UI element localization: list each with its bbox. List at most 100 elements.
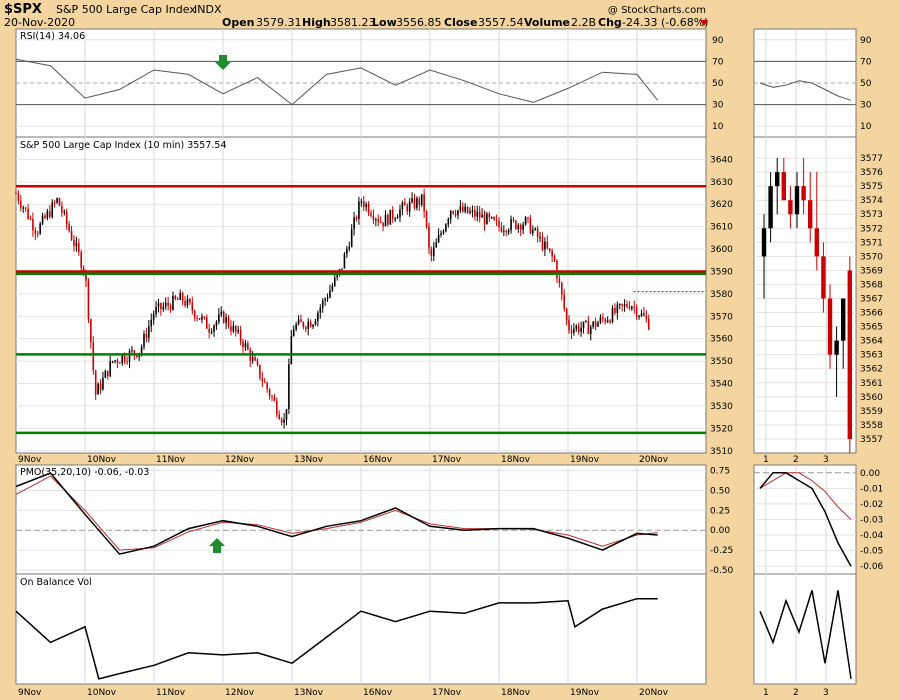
price-candle-body [268, 389, 271, 397]
price-candle-body [242, 341, 244, 348]
price-tick-label: 3520 [710, 424, 733, 434]
chg-value: -24.33 (-0.68%) [622, 16, 708, 29]
price-candle-body [539, 237, 541, 239]
price-candle-body [77, 242, 80, 253]
date-label-bottom: 13Nov [294, 688, 324, 698]
inset-candle-body [761, 228, 767, 257]
rsi-tick-label: 30 [712, 101, 724, 111]
date-label: 20-Nov-2020 [4, 16, 75, 29]
price-candle-body [411, 198, 413, 203]
price-candle-body [266, 382, 268, 390]
price-candle-body [582, 321, 585, 328]
rsi-inset-tick-label: 50 [860, 79, 872, 89]
pmo-tick-label: 0.50 [710, 486, 730, 496]
price-candle-body [106, 370, 109, 377]
price-candle-body [220, 311, 223, 315]
pmo-tick-label: 0.25 [710, 506, 730, 516]
price-candle-body [164, 302, 167, 307]
inset-date-label-bottom: 1 [763, 688, 769, 698]
price-candle-body [297, 319, 300, 325]
pmo-inset-tick-label: -0.04 [860, 531, 884, 541]
price-candle-body [22, 207, 25, 209]
price-tick-label: 3610 [710, 223, 733, 233]
price-candle-body [638, 315, 640, 317]
price-candle-body [232, 325, 235, 332]
price-candle-body [534, 228, 537, 230]
price-candle-body [430, 248, 433, 256]
price-tick-label: 3550 [710, 357, 733, 367]
rsi-tick-label: 90 [712, 36, 724, 46]
price-candle-body [532, 229, 534, 234]
date-label: 20Nov [639, 455, 669, 465]
price-candle-body [396, 217, 399, 219]
pmo-chart [15, 472, 658, 555]
price-candle-body [449, 210, 452, 220]
price-candle-body [645, 315, 648, 319]
price-candle-body [317, 312, 319, 322]
open-value: 3579.31 [256, 16, 302, 29]
price-candle-body [408, 202, 411, 212]
price-candle-body [560, 282, 563, 295]
price-candle-body [99, 384, 102, 390]
price-candle-body [104, 370, 107, 378]
price-candle-body [435, 242, 438, 248]
price-candle-body [416, 198, 418, 208]
price-inset-tick-label: 3564 [860, 337, 883, 347]
price-inset-tick-label: 3577 [860, 154, 883, 164]
rsi-title: RSI(14) 34.06 [20, 31, 85, 42]
price-candle-body [633, 306, 636, 308]
price-candle-body [17, 193, 20, 201]
price-candle-body [362, 201, 365, 208]
price-candle-body [309, 321, 312, 327]
price-candle-body [350, 229, 353, 247]
price-candle-body [90, 319, 92, 343]
price-candle-body [440, 233, 442, 235]
price-candle-body [360, 201, 363, 203]
price-candle-body [145, 333, 148, 338]
price-candle-body [372, 216, 375, 220]
date-label-bottom: 9Nov [18, 688, 42, 698]
price-candle-body [15, 193, 17, 195]
price-candle-body [39, 223, 41, 234]
price-candle-body [239, 329, 242, 342]
price-candle-body [49, 211, 51, 217]
date-label: 9Nov [18, 455, 42, 465]
price-candle-body [358, 201, 360, 219]
price-candle-body [305, 327, 307, 329]
price-candle-body [247, 343, 249, 350]
price-candle-body [454, 213, 457, 216]
price-candle-body [324, 299, 326, 301]
price-candle-body [218, 314, 220, 322]
price-candle-body [97, 384, 99, 395]
price-candle-body [577, 325, 580, 332]
price-candle-body [384, 214, 387, 227]
pmo-tick-label: 0.00 [710, 526, 730, 536]
price-candle-body [611, 308, 614, 323]
price-candle-body [432, 247, 435, 256]
price-candle-body [333, 277, 336, 286]
price-inset-tick-label: 3567 [860, 295, 883, 305]
inset-date-label: 3 [823, 455, 829, 465]
rsi-inset-tick-label: 90 [860, 36, 872, 46]
price-inset-panel [753, 136, 857, 454]
price-candle-body [126, 361, 128, 363]
price-inset-tick-label: 3558 [860, 421, 883, 431]
price-candle-body [46, 211, 49, 218]
date-label-bottom: 12Nov [225, 688, 255, 698]
price-candle-body [205, 317, 208, 329]
price-candle-body [41, 215, 44, 224]
pmo-inset-tick-label: -0.05 [860, 547, 883, 557]
date-label-bottom: 18Nov [501, 688, 531, 698]
price-candle-body [628, 306, 631, 309]
price-candle-body [556, 261, 558, 279]
price-candle-body [213, 325, 215, 332]
price-candle-body [300, 319, 302, 323]
price-candle-body [148, 326, 150, 338]
price-candle-body [452, 210, 454, 214]
price-candle-body [160, 303, 162, 310]
price-candle-body [442, 231, 445, 234]
rsi-tick-label: 50 [712, 79, 724, 89]
price-inset-tick-label: 3561 [860, 379, 883, 389]
price-candle-body [336, 273, 338, 278]
price-candle-body [544, 241, 546, 250]
